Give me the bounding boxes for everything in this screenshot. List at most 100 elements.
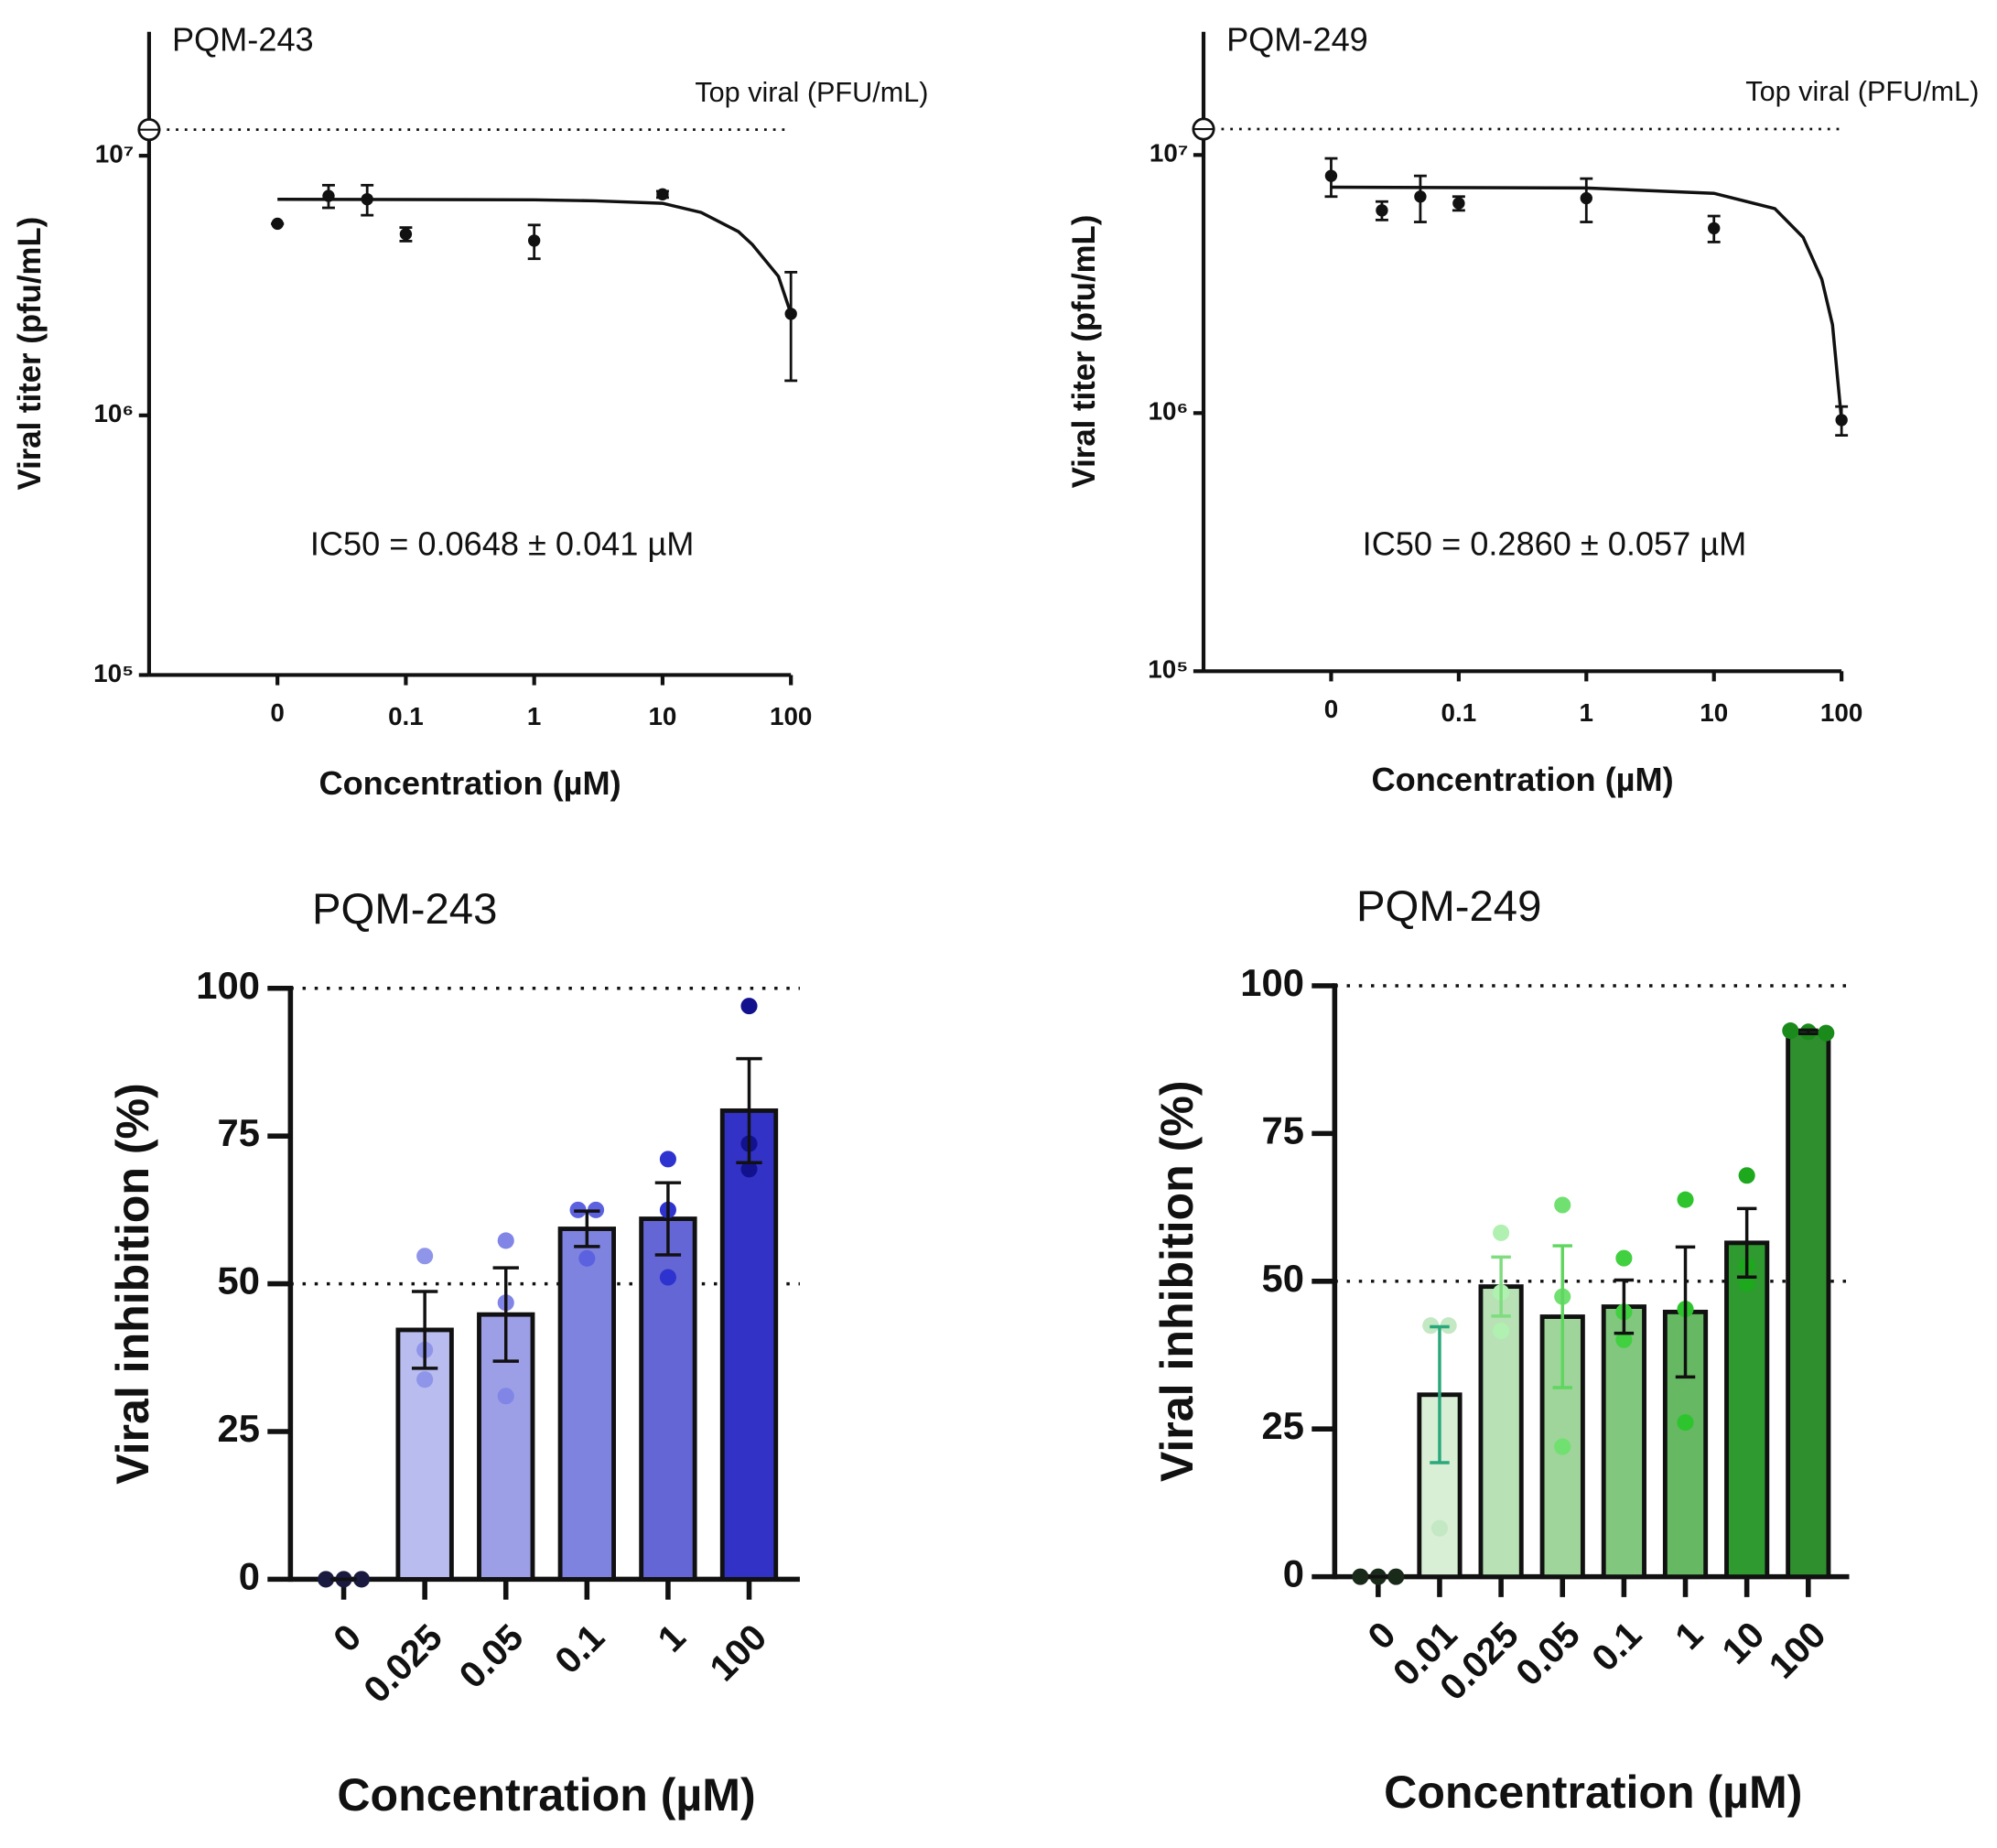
x-tick-label: 1 [649, 1616, 693, 1659]
y-tick-label: 75 [1262, 1108, 1304, 1151]
reference-label: Top viral (PFU/mL) [695, 77, 928, 108]
y-tick-label: 0 [1283, 1552, 1304, 1595]
data-point [784, 308, 797, 320]
x-tick-label: 1 [527, 702, 541, 730]
data-point [659, 1269, 676, 1286]
y-tick-label: 10⁶ [1149, 397, 1189, 426]
x-tick-label: 100 [701, 1616, 774, 1689]
y-axis-label: Viral inhibition (%) [1151, 1080, 1203, 1482]
data-point [1615, 1331, 1633, 1348]
data-point [1580, 191, 1592, 205]
annotation: IC50 = 0.0648 ± 0.041 µM [310, 524, 695, 562]
x-tick-label: 0.025 [355, 1616, 450, 1711]
y-tick-label: 25 [218, 1407, 260, 1450]
y-tick-label: 50 [1262, 1257, 1304, 1300]
data-point [656, 188, 669, 201]
data-point [416, 1371, 434, 1389]
fit-curve [277, 198, 793, 315]
y-tick-label: 10⁵ [1148, 655, 1188, 684]
x-tick-label: 1 [1580, 698, 1593, 727]
bar [1724, 1240, 1770, 1580]
y-tick-label: 0 [239, 1554, 260, 1597]
data-point [322, 189, 335, 202]
y-axis-label: Viral inhibition (%) [107, 1083, 158, 1485]
x-tick-label: 100 [770, 702, 812, 730]
data-point [1430, 1519, 1449, 1537]
data-point [497, 1232, 514, 1249]
data-point [1452, 197, 1465, 210]
data-point [1738, 1275, 1755, 1292]
y-axis-label: Viral titer (pfu/mL) [13, 217, 48, 491]
data-point [416, 1248, 434, 1265]
x-tick-label: 10 [1700, 698, 1728, 727]
x-tick-label: 0 [325, 1616, 369, 1659]
data-point [1376, 204, 1388, 217]
x-tick-label: 0 [270, 698, 284, 727]
x-tick-label: 0.05 [450, 1616, 531, 1696]
bar [1601, 1304, 1646, 1580]
y-tick-label: 10⁷ [1150, 139, 1188, 168]
chart-title: PQM-249 [1226, 20, 1368, 58]
data-point [1387, 1568, 1405, 1585]
y-axis-label: Viral titer (pfu/mL) [1067, 215, 1102, 489]
data-point [1493, 1224, 1510, 1241]
reference-label: Top viral (PFU/mL) [1745, 76, 1979, 107]
data-point [271, 217, 284, 231]
y-tick-label: 50 [218, 1259, 260, 1302]
data-point [527, 234, 541, 247]
data-point [1615, 1249, 1633, 1267]
x-axis-label: Concentration (µM) [337, 1769, 755, 1821]
x-tick-label: 0.1 [1583, 1613, 1649, 1679]
data-point [1554, 1438, 1571, 1455]
data-point [361, 192, 373, 206]
annotation: IC50 = 0.2860 ± 0.057 µM [1363, 524, 1747, 562]
x-tick-label: 100 [1760, 1613, 1833, 1686]
y-tick-label: 100 [196, 964, 260, 1007]
data-point [578, 1249, 596, 1267]
y-tick-label: 75 [218, 1111, 260, 1154]
x-tick-label: 10 [648, 702, 676, 730]
data-point [1782, 1022, 1799, 1040]
chart-title: PQM-243 [312, 885, 497, 934]
fit-curve [1331, 185, 1843, 421]
data-point [1708, 222, 1721, 235]
data-point [1818, 1024, 1835, 1042]
x-axis-label: Concentration (µM) [1384, 1767, 1802, 1818]
bar [719, 1108, 779, 1582]
bar [1786, 1029, 1831, 1580]
data-point [1677, 1191, 1694, 1208]
data-point [1554, 1196, 1571, 1214]
data-point [1414, 190, 1427, 203]
y-tick-label: 25 [1262, 1404, 1304, 1447]
data-point [1738, 1167, 1755, 1184]
data-point [399, 228, 413, 241]
data-point [659, 1151, 676, 1168]
y-tick-label: 100 [1240, 961, 1304, 1004]
data-point [740, 998, 758, 1015]
y-tick-label: 10⁶ [93, 399, 134, 427]
bar [557, 1227, 616, 1582]
data-point [1352, 1568, 1369, 1585]
x-tick-label: 0.1 [388, 702, 424, 730]
x-tick-label: 0.1 [1441, 698, 1477, 727]
data-point [1324, 169, 1338, 182]
data-point [352, 1571, 371, 1588]
y-tick-label: 10⁵ [93, 659, 134, 687]
x-tick-label: 10 [1713, 1613, 1772, 1671]
x-tick-label: 100 [1820, 698, 1862, 727]
chart-title: PQM-249 [1356, 882, 1541, 931]
chart-title: PQM-243 [172, 20, 314, 58]
data-point [318, 1571, 335, 1588]
x-tick-label: 0.05 [1507, 1613, 1588, 1693]
x-tick-label: 0.1 [546, 1616, 612, 1681]
x-tick-label: 0 [1324, 695, 1338, 723]
x-tick-label: 1 [1667, 1613, 1711, 1657]
x-axis-label: Concentration (µM) [1372, 761, 1674, 798]
data-point [1493, 1322, 1510, 1340]
data-point [1677, 1414, 1694, 1432]
y-tick-label: 10⁷ [95, 139, 134, 168]
data-point [1835, 414, 1848, 427]
data-point [497, 1388, 514, 1405]
